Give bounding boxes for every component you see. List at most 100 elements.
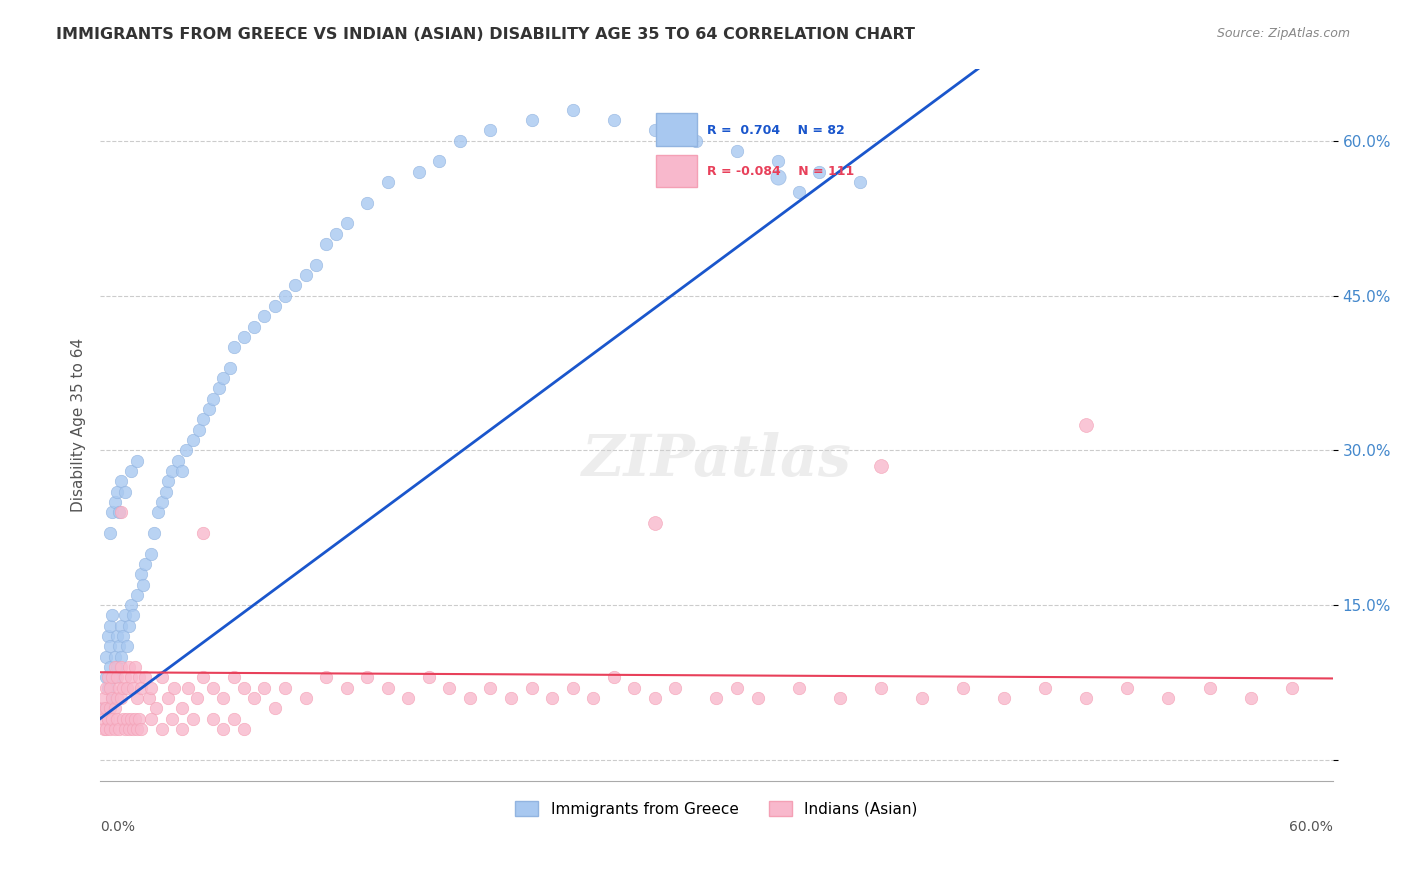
Point <box>118 619 141 633</box>
Point <box>115 681 138 695</box>
Point <box>115 640 138 654</box>
Point <box>120 598 142 612</box>
Point <box>172 722 194 736</box>
Point <box>146 505 169 519</box>
Point <box>96 701 118 715</box>
Point <box>150 670 173 684</box>
Point <box>377 681 399 695</box>
Point <box>101 712 124 726</box>
Point <box>114 670 136 684</box>
Point <box>243 691 266 706</box>
Point <box>172 464 194 478</box>
Point <box>208 381 231 395</box>
Point <box>160 464 183 478</box>
Point <box>103 670 125 684</box>
Point <box>111 629 134 643</box>
Point <box>155 484 177 499</box>
Point <box>1157 691 1180 706</box>
Point <box>603 670 626 684</box>
Point <box>118 722 141 736</box>
Y-axis label: Disability Age 35 to 64: Disability Age 35 to 64 <box>72 337 86 512</box>
Point <box>458 691 481 706</box>
Point <box>439 681 461 695</box>
Point <box>96 681 118 695</box>
Point <box>127 453 149 467</box>
Point <box>100 660 122 674</box>
Point <box>96 649 118 664</box>
Point <box>105 691 128 706</box>
Point <box>128 670 150 684</box>
Point <box>114 484 136 499</box>
Point <box>142 525 165 540</box>
Point <box>103 722 125 736</box>
Point <box>408 165 430 179</box>
Point <box>263 701 285 715</box>
Point <box>747 691 769 706</box>
Point <box>105 712 128 726</box>
Text: 60.0%: 60.0% <box>1289 820 1333 834</box>
Point <box>274 288 297 302</box>
Point <box>115 712 138 726</box>
Text: 0.0%: 0.0% <box>100 820 135 834</box>
Point <box>132 577 155 591</box>
Point <box>263 299 285 313</box>
Point <box>766 169 789 184</box>
Point <box>520 113 543 128</box>
Point <box>138 691 160 706</box>
Point <box>1076 417 1098 432</box>
Point <box>120 712 142 726</box>
Text: Source: ZipAtlas.com: Source: ZipAtlas.com <box>1216 27 1350 40</box>
Point <box>93 691 115 706</box>
Point <box>274 681 297 695</box>
Point <box>1033 681 1056 695</box>
Point <box>725 681 748 695</box>
Point <box>91 701 114 715</box>
Point <box>105 629 128 643</box>
Point <box>118 660 141 674</box>
Point <box>305 258 328 272</box>
Point <box>222 340 245 354</box>
Point <box>603 113 626 128</box>
Point <box>212 722 235 736</box>
Point <box>101 691 124 706</box>
Point <box>100 681 122 695</box>
Point <box>202 392 225 406</box>
Point <box>129 722 152 736</box>
Point <box>186 691 208 706</box>
Point <box>644 516 666 530</box>
Point <box>100 619 122 633</box>
Point <box>427 154 450 169</box>
Point <box>114 608 136 623</box>
Point <box>150 722 173 736</box>
Point <box>294 691 316 706</box>
Point <box>232 681 254 695</box>
Point <box>111 712 134 726</box>
Point <box>418 670 440 684</box>
Point <box>120 464 142 478</box>
Point <box>124 660 146 674</box>
Point <box>111 681 134 695</box>
Point <box>561 103 583 117</box>
Point <box>103 701 125 715</box>
Legend: Immigrants from Greece, Indians (Asian): Immigrants from Greece, Indians (Asian) <box>509 795 924 822</box>
Point <box>561 681 583 695</box>
Point <box>100 722 122 736</box>
Point <box>787 186 810 200</box>
Point <box>177 681 200 695</box>
Point <box>107 505 129 519</box>
Point <box>97 712 120 726</box>
Point <box>828 691 851 706</box>
Point <box>1116 681 1139 695</box>
Point <box>787 681 810 695</box>
Point <box>110 505 132 519</box>
Point <box>156 691 179 706</box>
Point <box>129 567 152 582</box>
Point <box>103 495 125 509</box>
Point <box>103 660 125 674</box>
Point <box>97 670 120 684</box>
Point <box>105 670 128 684</box>
Point <box>181 712 204 726</box>
Point <box>128 712 150 726</box>
Point <box>97 712 120 726</box>
Point <box>499 691 522 706</box>
